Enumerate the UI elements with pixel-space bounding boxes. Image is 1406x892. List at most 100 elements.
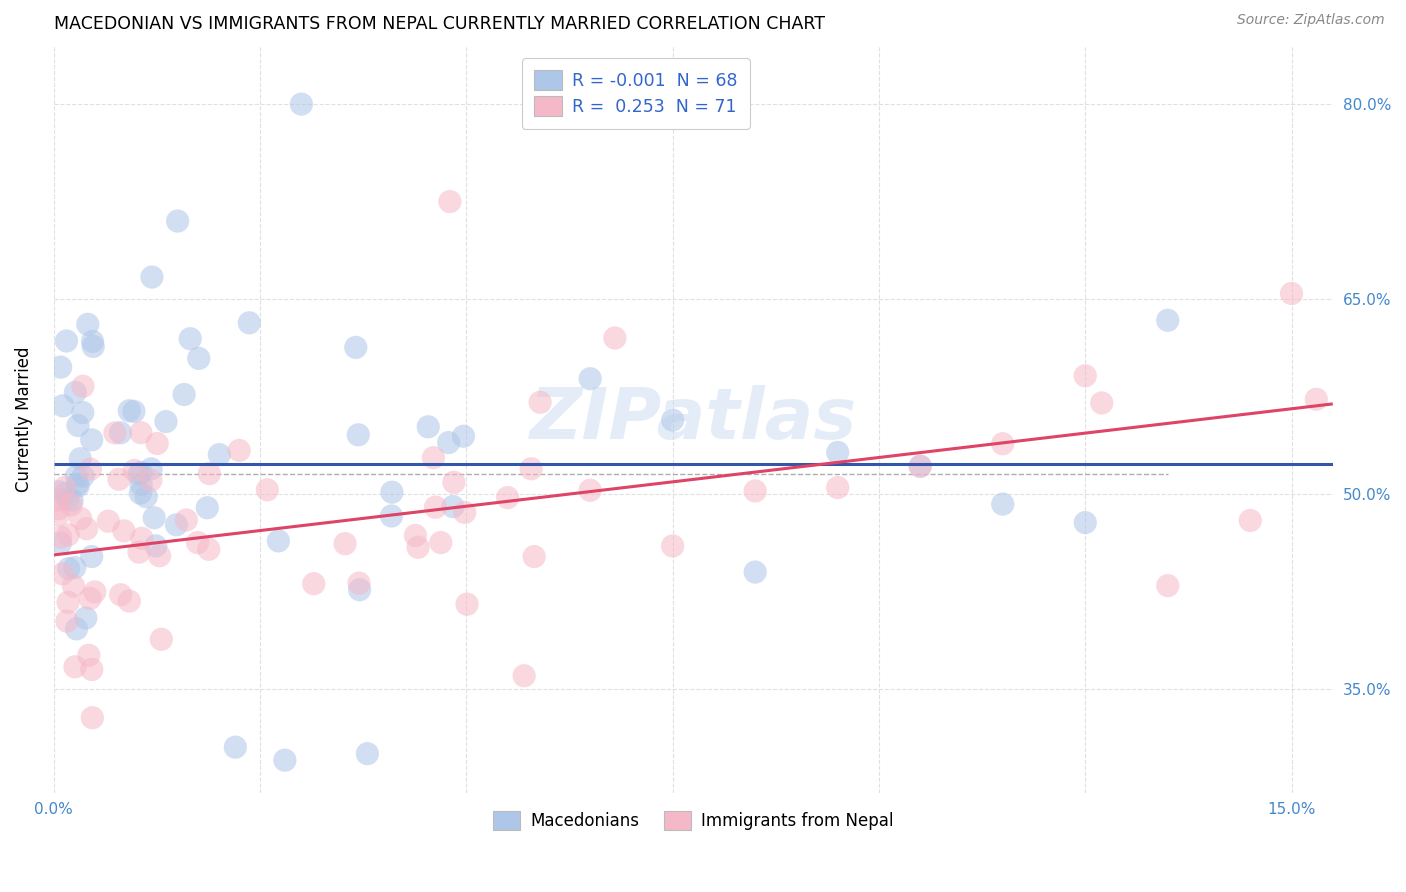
- Text: MACEDONIAN VS IMMIGRANTS FROM NEPAL CURRENTLY MARRIED CORRELATION CHART: MACEDONIAN VS IMMIGRANTS FROM NEPAL CURR…: [53, 15, 825, 33]
- Point: [108, 472, 131, 486]
- Point: [744, 483, 766, 498]
- Point: [347, 576, 370, 591]
- Point: [72, 469, 94, 483]
- Point: [908, 458, 931, 473]
- Point: [75, 611, 97, 625]
- Point: [69, 511, 91, 525]
- Point: [744, 565, 766, 579]
- Point: [48, 501, 70, 516]
- Point: [333, 536, 356, 550]
- Point: [347, 427, 370, 442]
- Point: [166, 517, 188, 532]
- Point: [827, 481, 849, 495]
- Point: [1239, 514, 1261, 528]
- Point: [173, 387, 195, 401]
- Point: [176, 513, 198, 527]
- Point: [72, 406, 94, 420]
- Point: [418, 419, 440, 434]
- Point: [104, 425, 127, 440]
- Point: [56, 491, 79, 506]
- Point: [69, 451, 91, 466]
- Point: [49, 536, 72, 550]
- Point: [991, 436, 1014, 450]
- Point: [1157, 579, 1180, 593]
- Point: [58, 562, 80, 576]
- Point: [224, 740, 246, 755]
- Point: [143, 510, 166, 524]
- Point: [422, 450, 444, 465]
- Point: [82, 339, 104, 353]
- Legend: Macedonians, Immigrants from Nepal: Macedonians, Immigrants from Nepal: [486, 804, 900, 837]
- Point: [228, 443, 250, 458]
- Point: [80, 433, 103, 447]
- Point: [145, 539, 167, 553]
- Point: [118, 403, 141, 417]
- Point: [65, 622, 87, 636]
- Point: [76, 318, 98, 332]
- Point: [58, 528, 80, 542]
- Point: [187, 351, 209, 366]
- Point: [55, 486, 77, 500]
- Point: [129, 486, 152, 500]
- Point: [198, 467, 221, 481]
- Point: [124, 463, 146, 477]
- Point: [443, 475, 465, 490]
- Text: Source: ZipAtlas.com: Source: ZipAtlas.com: [1237, 13, 1385, 28]
- Point: [344, 340, 367, 354]
- Point: [827, 445, 849, 459]
- Point: [1305, 392, 1327, 407]
- Point: [60, 498, 83, 512]
- Point: [80, 663, 103, 677]
- Point: [523, 549, 546, 564]
- Point: [453, 429, 475, 443]
- Point: [155, 415, 177, 429]
- Point: [195, 500, 218, 515]
- Point: [404, 528, 426, 542]
- Point: [179, 332, 201, 346]
- Point: [139, 473, 162, 487]
- Point: [437, 435, 460, 450]
- Point: [56, 595, 79, 609]
- Point: [72, 379, 94, 393]
- Point: [661, 539, 683, 553]
- Point: [529, 395, 551, 409]
- Point: [380, 508, 402, 523]
- Point: [1091, 396, 1114, 410]
- Point: [356, 747, 378, 761]
- Point: [135, 490, 157, 504]
- Point: [63, 660, 86, 674]
- Point: [65, 385, 87, 400]
- Point: [208, 448, 231, 462]
- Point: [80, 549, 103, 564]
- Point: [579, 483, 602, 498]
- Point: [110, 588, 132, 602]
- Point: [66, 477, 89, 491]
- Point: [65, 468, 87, 483]
- Point: [79, 591, 101, 606]
- Point: [79, 462, 101, 476]
- Point: [48, 508, 70, 522]
- Point: [441, 500, 464, 514]
- Point: [82, 334, 104, 349]
- Point: [139, 462, 162, 476]
- Point: [274, 753, 297, 767]
- Point: [381, 485, 404, 500]
- Point: [129, 477, 152, 491]
- Point: [908, 459, 931, 474]
- Point: [51, 566, 73, 581]
- Point: [456, 597, 478, 611]
- Point: [49, 360, 72, 375]
- Point: [425, 500, 447, 515]
- Point: [56, 614, 79, 628]
- Point: [82, 711, 104, 725]
- Point: [63, 560, 86, 574]
- Point: [406, 541, 429, 555]
- Point: [128, 467, 150, 482]
- Point: [112, 524, 135, 538]
- Point: [1074, 516, 1097, 530]
- Point: [60, 493, 83, 508]
- Point: [1157, 313, 1180, 327]
- Point: [198, 542, 221, 557]
- Point: [97, 514, 120, 528]
- Point: [1281, 286, 1303, 301]
